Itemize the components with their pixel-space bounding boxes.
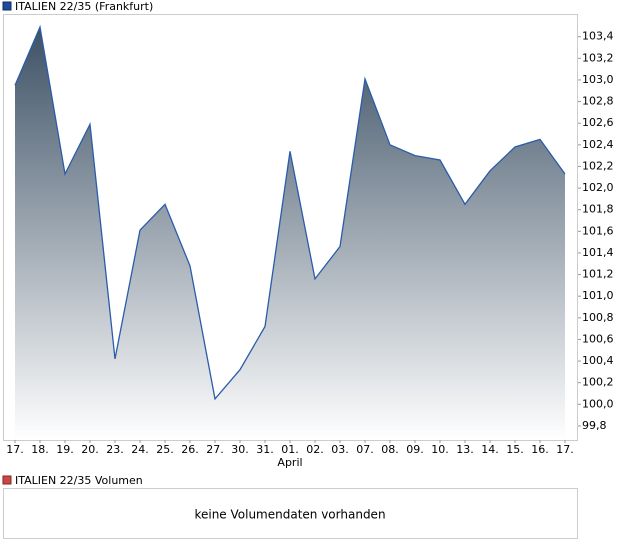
y-tick-label: 101,8 <box>582 203 614 216</box>
y-tick-label: 102,6 <box>582 116 614 129</box>
x-tick-label: 20. <box>81 443 99 456</box>
y-tick-label: 103,0 <box>582 73 614 86</box>
x-tick-label: 24. <box>131 443 149 456</box>
chart-title: ITALIEN 22/35 (Frankfurt) <box>15 0 153 13</box>
x-tick-label: 10. <box>431 443 449 456</box>
legend-swatch <box>2 1 12 11</box>
x-tick-label: 30. <box>231 443 249 456</box>
x-tick-label: 23. <box>106 443 124 456</box>
x-tick-label: 09. <box>406 443 424 456</box>
volume-message: keine Volumendaten vorhanden <box>194 508 385 522</box>
y-tick-label: 102,8 <box>582 95 614 108</box>
x-tick-label: 07. <box>356 443 374 456</box>
x-tick-label: 02. <box>306 443 324 456</box>
y-tick-label: 101,4 <box>582 246 614 259</box>
x-tick-label: 15. <box>506 443 524 456</box>
x-tick-label: 03. <box>331 443 349 456</box>
x-tick-label: 31. <box>256 443 274 456</box>
y-tick-label: 102,4 <box>582 138 614 151</box>
volume-frame <box>3 488 578 539</box>
y-tick-label: 101,2 <box>582 268 614 281</box>
y-tick-label: 100,6 <box>582 332 614 345</box>
x-tick-label: 19. <box>56 443 74 456</box>
y-tick-label: 99,8 <box>582 419 607 432</box>
y-tick-label: 100,4 <box>582 354 614 367</box>
y-tick-label: 102,0 <box>582 181 614 194</box>
x-tick-label: 16. <box>531 443 549 456</box>
month-label: April <box>277 456 302 469</box>
y-tick-label: 101,6 <box>582 224 614 237</box>
x-tick-label: 27. <box>206 443 224 456</box>
y-tick-label: 100,0 <box>582 397 614 410</box>
y-tick-label: 100,2 <box>582 376 614 389</box>
x-tick-label: 01. <box>281 443 299 456</box>
x-tick-label: 14. <box>481 443 499 456</box>
y-tick-label: 101,0 <box>582 289 614 302</box>
y-tick-label: 103,2 <box>582 51 614 64</box>
x-tick-label: 13. <box>456 443 474 456</box>
x-tick-label: 18. <box>31 443 49 456</box>
y-tick-label: 103,4 <box>582 30 614 43</box>
x-tick-label: 17. <box>6 443 24 456</box>
x-tick-label: 25. <box>156 443 174 456</box>
area <box>15 27 565 440</box>
x-tick-label: 17. <box>556 443 574 456</box>
y-tick-label: 100,8 <box>582 311 614 324</box>
x-tick-label: 26. <box>181 443 199 456</box>
legend-swatch <box>2 475 12 485</box>
y-tick-label: 102,2 <box>582 159 614 172</box>
volume-title: ITALIEN 22/35 Volumen <box>15 474 143 487</box>
x-tick-label: 08. <box>381 443 399 456</box>
line <box>14 24 566 401</box>
